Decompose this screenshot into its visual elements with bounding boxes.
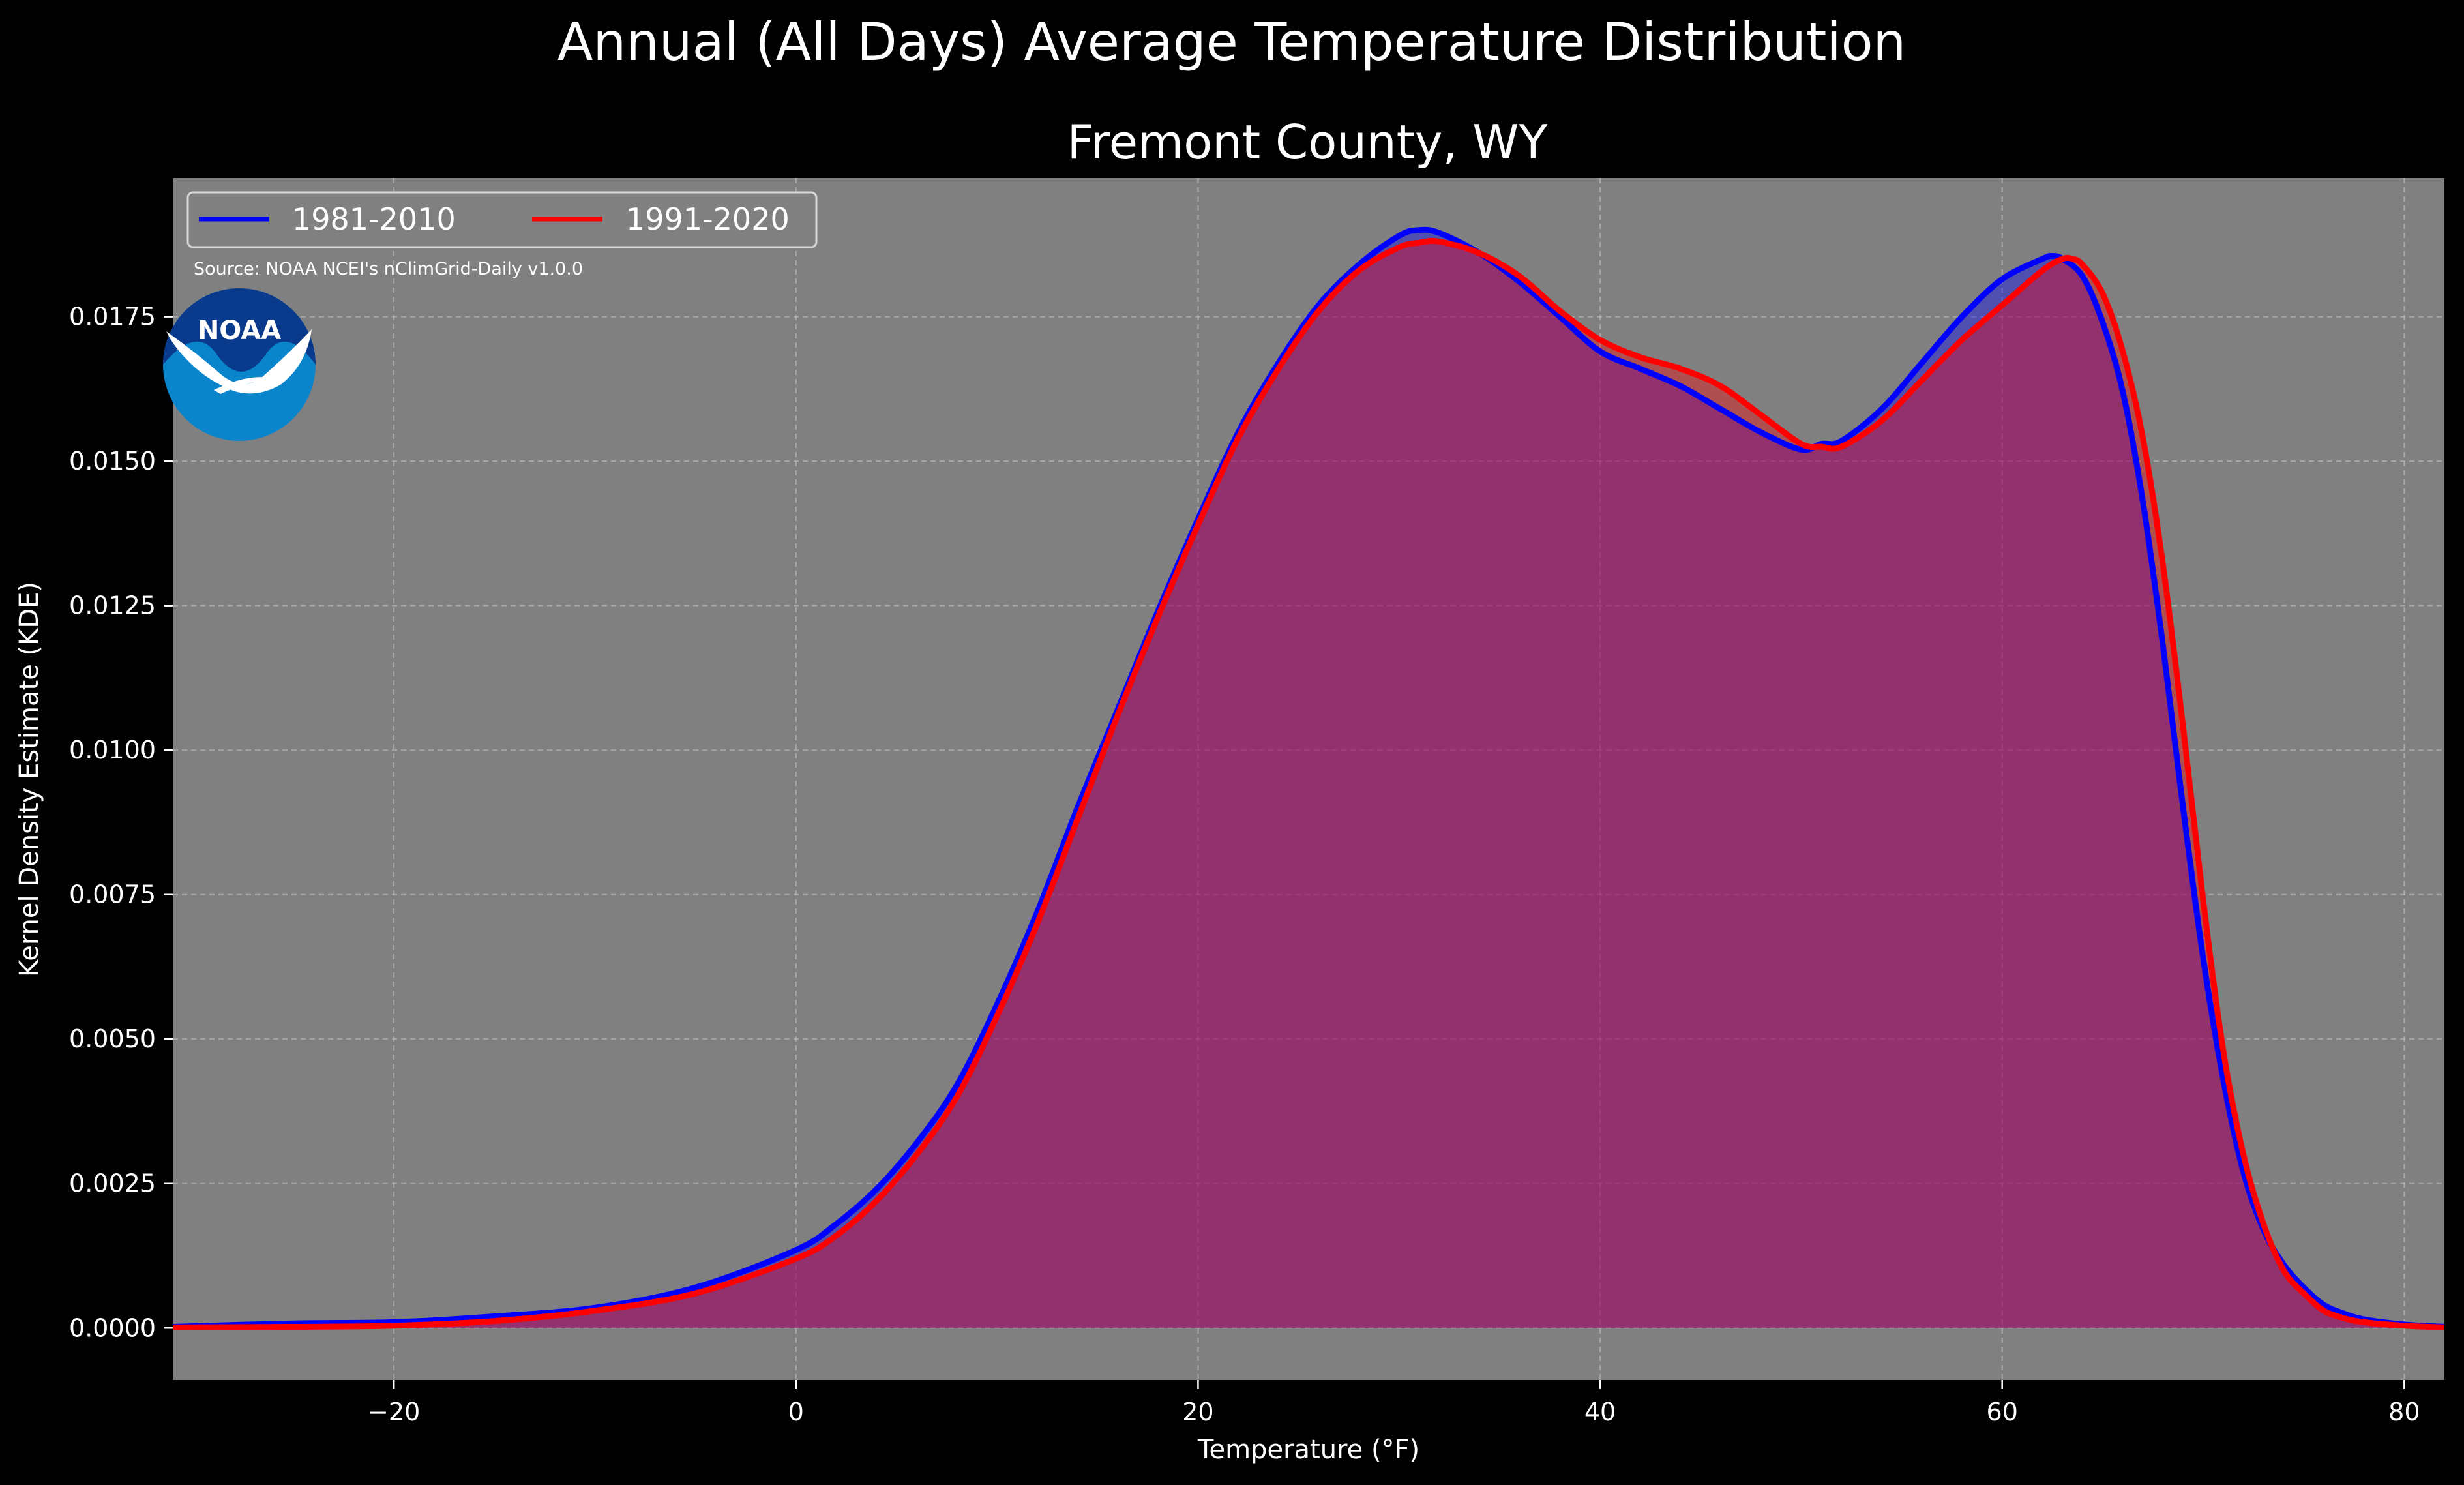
x-axis-label: Temperature (°F) [1197, 1435, 1419, 1465]
x-tick-label: 60 [1987, 1398, 2018, 1426]
x-tick-label: 80 [2388, 1398, 2420, 1426]
x-tick-label: 20 [1182, 1398, 1213, 1426]
chart-title: Fremont County, WY [1067, 115, 1549, 170]
x-axis-ticks: −20 0 20 40 60 80 [368, 1380, 2420, 1426]
source-note: Source: NOAA NCEI's nClimGrid-Daily v1.0… [194, 259, 583, 279]
y-tick-label: 0.0100 [69, 736, 156, 764]
series-area-1981-2010 [173, 230, 2444, 1328]
series-fills [173, 230, 2444, 1328]
legend-label-1991-2020: 1991-2020 [626, 202, 790, 237]
series-area-1991-2020 [173, 241, 2444, 1328]
plot-area [173, 178, 2444, 1380]
x-tick-label: 0 [788, 1398, 804, 1426]
y-axis-label: Kernel Density Estimate (KDE) [14, 582, 44, 977]
chart-suptitle: Annual (All Days) Average Temperature Di… [557, 12, 1906, 72]
y-tick-label: 0.0000 [69, 1313, 156, 1342]
legend-label-1981-2010: 1981-2010 [292, 202, 456, 237]
y-tick-label: 0.0150 [69, 447, 156, 475]
y-tick-label: 0.0025 [69, 1169, 156, 1198]
grid-layer [173, 178, 2444, 1380]
noaa-logo-text: NOAA [198, 316, 281, 346]
noaa-logo: NOAA [163, 288, 316, 441]
y-tick-label: 0.0125 [69, 592, 156, 620]
y-axis-ticks: 0.0000 0.0025 0.0050 0.0075 0.0100 0.0125 0.01… [69, 303, 173, 1342]
y-tick-label: 0.0050 [69, 1025, 156, 1053]
legend: 1981-2010 1991-2020 [186, 191, 818, 248]
series-lines [172, 226, 2445, 1330]
y-tick-label: 0.0075 [69, 880, 156, 909]
legend-box [186, 191, 818, 248]
series-line-1991-2020 [172, 237, 2445, 1330]
series-line-1981-2010 [172, 226, 2445, 1330]
x-tick-label: −20 [368, 1398, 420, 1426]
x-tick-label: 40 [1584, 1398, 1616, 1426]
y-tick-label: 0.0175 [69, 303, 156, 331]
